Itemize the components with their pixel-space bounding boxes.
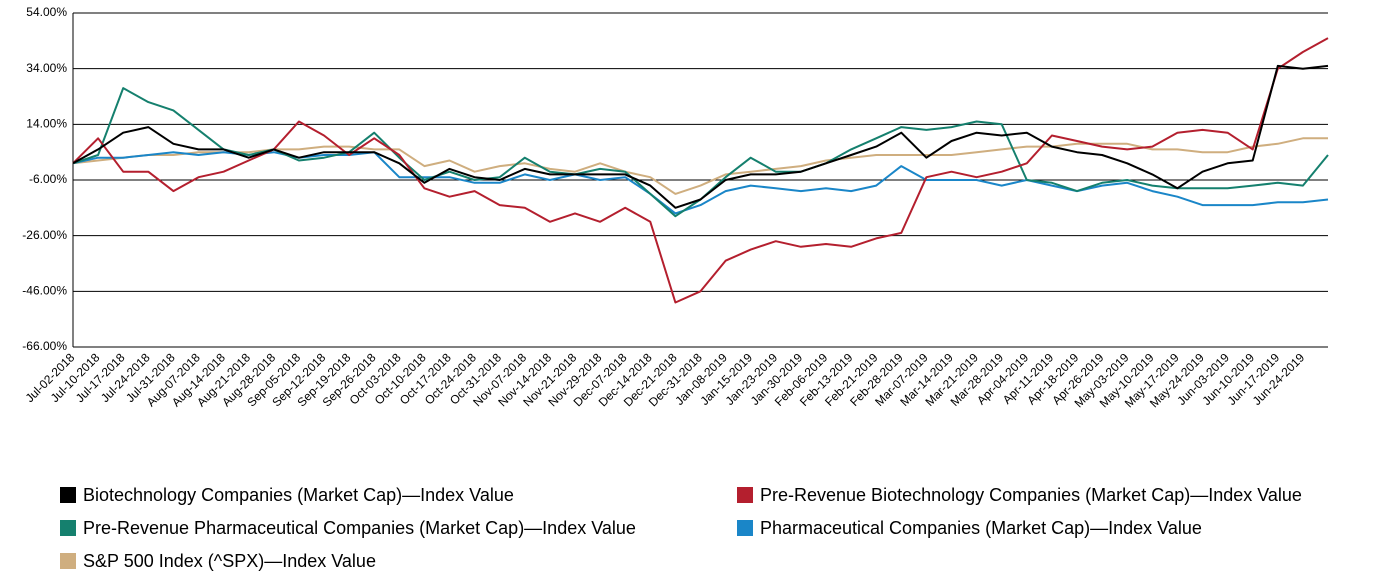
- legend-label: Pharmaceutical Companies (Market Cap)—In…: [760, 518, 1202, 538]
- legend-label: Pre-Revenue Pharmaceutical Companies (Ma…: [83, 518, 636, 538]
- legend-swatch: [60, 487, 76, 503]
- y-tick-label: 14.00%: [26, 117, 67, 131]
- series-line: [72, 64, 1329, 209]
- legend-label: S&P 500 Index (^SPX)—Index Value: [83, 551, 376, 571]
- y-tick-label: -66.00%: [22, 339, 67, 353]
- legend-label: Biotechnology Companies (Market Cap)—Ind…: [83, 485, 514, 505]
- legend-swatch: [60, 553, 76, 569]
- legend-swatch: [60, 520, 76, 536]
- y-tick-label: 34.00%: [26, 61, 67, 75]
- legend-swatch: [737, 487, 753, 503]
- y-tick-label: -46.00%: [22, 284, 67, 298]
- series-line: [72, 87, 1329, 218]
- series-line: [72, 37, 1329, 304]
- y-tick-label: -26.00%: [22, 228, 67, 242]
- y-tick-label: 54.00%: [26, 5, 67, 19]
- series-line: [72, 137, 1328, 195]
- legend-swatch: [737, 520, 753, 536]
- legend-label: Pre-Revenue Biotechnology Companies (Mar…: [760, 485, 1302, 505]
- y-tick-label: -6.00%: [29, 172, 67, 186]
